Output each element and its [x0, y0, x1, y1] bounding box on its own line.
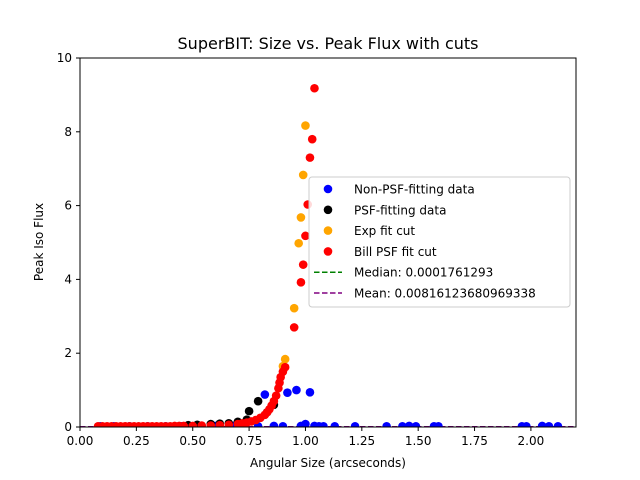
- data-point: [188, 421, 198, 427]
- y-tick-label: 6: [64, 199, 72, 213]
- data-point: [301, 121, 310, 130]
- data-point: [544, 421, 554, 427]
- data-point: [398, 421, 407, 427]
- legend-marker: [323, 247, 333, 256]
- data-point: [179, 421, 189, 427]
- data-point: [289, 303, 299, 313]
- data-point: [553, 421, 563, 427]
- axes: 0.00 0.25 0.50 0.75 1.00 1.25 1.50 1.75 2.00 0 2 4 6…: [57, 51, 577, 448]
- legend-marker: [323, 205, 333, 215]
- chart-title: SuperBIT: Size vs. Peak Flux with cuts: [178, 34, 479, 53]
- data-point: [294, 238, 303, 248]
- data-point: [537, 421, 547, 427]
- data-point: [269, 421, 279, 427]
- data-point: [271, 391, 281, 400]
- data-point: [278, 421, 288, 427]
- legend-box: [308, 176, 571, 308]
- data-point: [404, 421, 414, 427]
- y-tick-label: 10: [57, 51, 72, 65]
- data-point: [289, 323, 299, 332]
- x-tick-label: 1.25: [348, 434, 375, 448]
- data-point: [298, 170, 308, 180]
- data-point: [260, 390, 270, 399]
- data-point: [283, 388, 292, 397]
- series-3: [93, 83, 319, 427]
- data-point: [305, 388, 315, 397]
- legend-marker: [323, 184, 333, 194]
- x-axis-label: Angular Size (arcseconds): [250, 456, 406, 470]
- data-point: [206, 421, 216, 427]
- data-point: [310, 83, 319, 93]
- legend-label: Bill PSF fit cut: [354, 245, 437, 259]
- x-tick-label: 0.00: [67, 434, 94, 448]
- data-point: [280, 354, 290, 364]
- y-tick-label: 0: [64, 420, 72, 434]
- x-tick-label: 0.25: [123, 434, 150, 448]
- legend-label: PSF-fitting data: [354, 203, 446, 217]
- x-tick-label: 0.75: [236, 434, 263, 448]
- legend-label: Exp fit cut: [354, 224, 415, 238]
- data-point: [296, 213, 306, 222]
- x-tick-label: 1.50: [405, 434, 432, 448]
- data-point: [224, 420, 234, 427]
- data-point: [296, 278, 306, 287]
- data-point: [382, 421, 391, 427]
- legend-label: Non-PSF-fitting data: [354, 183, 475, 197]
- data-point: [330, 421, 340, 427]
- x-tick-label: 2.00: [518, 434, 545, 448]
- data-point: [301, 419, 310, 427]
- x-tick-label: 1.75: [461, 434, 488, 448]
- data-point: [301, 231, 310, 241]
- data-point: [280, 362, 290, 372]
- data-point: [522, 421, 531, 427]
- x-tick-label: 1.00: [292, 434, 319, 448]
- data-point: [350, 421, 360, 427]
- data-point: [292, 385, 301, 395]
- x-tick-label: 0.50: [179, 434, 206, 448]
- legend-marker: [323, 226, 333, 235]
- legend-label: Median: 0.0001761293: [354, 266, 493, 280]
- axes-frame: [79, 57, 577, 428]
- data-point: [305, 153, 315, 162]
- series-2: [278, 121, 310, 371]
- y-tick-label: 2: [64, 346, 72, 360]
- data-point: [244, 406, 254, 416]
- data-point: [319, 421, 328, 427]
- y-tick-label: 4: [64, 272, 72, 286]
- data-point: [215, 420, 225, 427]
- data-point: [411, 421, 421, 427]
- legend-label: Mean: 0.00816123680969338: [354, 287, 536, 301]
- legend: Non-PSF-fitting data PSF-fitting data Exp …: [308, 176, 571, 308]
- y-axis-label: Peak Iso Flux: [32, 203, 46, 281]
- y-tick-label: 8: [64, 125, 72, 139]
- data-point: [298, 260, 308, 269]
- data-point: [434, 421, 443, 427]
- data-point: [307, 134, 317, 144]
- data-point: [253, 396, 263, 406]
- data-point: [197, 421, 207, 427]
